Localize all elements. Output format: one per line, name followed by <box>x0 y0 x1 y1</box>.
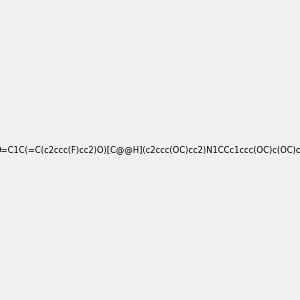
Text: O=C1C(=C(c2ccc(F)cc2)O)[C@@H](c2ccc(OC)cc2)N1CCc1ccc(OC)c(OC)c1: O=C1C(=C(c2ccc(F)cc2)O)[C@@H](c2ccc(OC)c… <box>0 146 300 154</box>
